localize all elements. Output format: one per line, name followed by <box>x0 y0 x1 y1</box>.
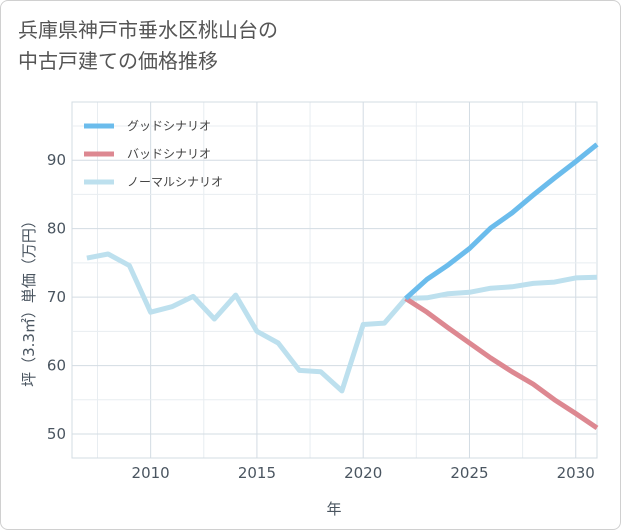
x-tick-label: 2030 <box>557 464 595 482</box>
y-tick-label: 70 <box>47 288 66 306</box>
y-tick-labels: 50 60 70 80 90 <box>47 151 66 443</box>
x-tick-label: 2010 <box>132 464 170 482</box>
x-gridlines <box>71 101 598 459</box>
y-gridlines <box>72 125 597 435</box>
y-tick-label: 90 <box>47 151 66 169</box>
y-tick-label: 80 <box>47 220 66 238</box>
chart-title-line-1: 兵庫県神戸市垂水区桃山台の <box>18 18 278 42</box>
x-tick-label: 2015 <box>238 464 276 482</box>
chart-title-line-2: 中古戸建ての価格推移 <box>18 49 218 73</box>
legend-label: バッドシナリオ <box>127 147 211 161</box>
legend-label: ノーマルシナリオ <box>127 175 223 189</box>
chart-title: 兵庫県神戸市垂水区桃山台の 中古戸建ての価格推移 <box>18 15 278 77</box>
series-lines <box>86 142 599 430</box>
y-tick-label: 60 <box>47 357 66 375</box>
plot-frame <box>71 101 598 459</box>
x-tick-label: 2025 <box>450 464 488 482</box>
x-tick-labels: 2010 2015 2020 2025 2030 <box>132 464 595 482</box>
bad-scenario-line <box>404 296 599 430</box>
good-scenario-line <box>404 142 599 301</box>
normal-scenario-line <box>86 251 598 394</box>
legend-label: グッドシナリオ <box>127 119 211 133</box>
x-tick-label: 2020 <box>344 464 382 482</box>
x-axis-title: 年 <box>326 500 341 518</box>
y-axis-title: 坪（3.3㎡）単価（万円） <box>20 213 38 387</box>
y-tick-label: 50 <box>47 425 66 443</box>
